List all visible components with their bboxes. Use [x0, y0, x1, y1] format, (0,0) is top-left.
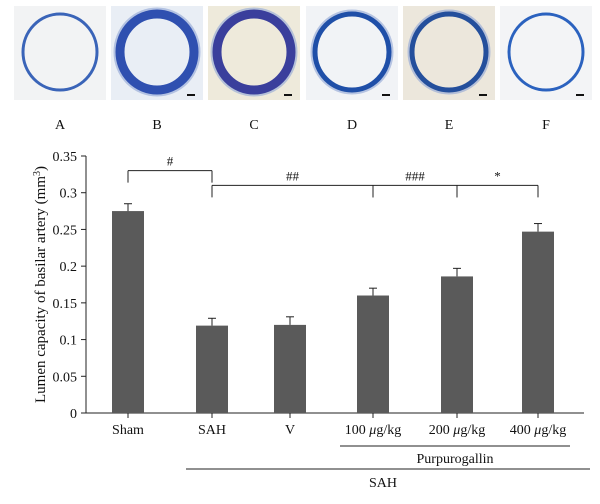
- histology-panel-b: [111, 6, 203, 100]
- y-tick-label: 0.2: [60, 260, 78, 275]
- panel-label-c: C: [249, 118, 259, 133]
- scale-bar: [576, 94, 584, 96]
- vessel-wall: [212, 9, 296, 95]
- significance-label: ###: [405, 168, 425, 183]
- x-tick-label: 100 μg/kg: [345, 423, 401, 438]
- significance-label: #: [167, 154, 174, 169]
- significance-label: ##: [286, 168, 300, 183]
- y-axis-label: Lumen capacity of basilar artery (mm3): [32, 166, 49, 403]
- sah-group-label: SAH: [369, 476, 397, 491]
- y-tick-label: 0.35: [53, 150, 78, 165]
- vessel-wall: [115, 9, 199, 95]
- x-tick-label: SAH: [198, 423, 226, 438]
- histology-panels: A B C D E F: [14, 6, 592, 133]
- vessel-wall: [312, 11, 392, 93]
- x-tick-label: V: [285, 423, 295, 438]
- panel-background: [306, 6, 398, 100]
- y-tick-label: 0.1: [60, 334, 78, 349]
- purpurogallin-group-label: Purpurogallin: [417, 452, 494, 467]
- x-tick-label: Sham: [112, 423, 144, 438]
- vessel-wall: [21, 12, 99, 92]
- scale-bar: [382, 94, 390, 96]
- y-tick-label: 0: [70, 407, 77, 422]
- bar: [357, 295, 389, 413]
- bar: [441, 276, 473, 413]
- panel-label-b: B: [152, 118, 162, 133]
- x-tick-label: 400 μg/kg: [510, 423, 566, 438]
- vessel-wall: [507, 12, 585, 92]
- histology-panel-a: [14, 6, 106, 100]
- scale-bar: [284, 94, 292, 96]
- y-tick-label: 0.25: [53, 223, 78, 238]
- panel-background: [403, 6, 495, 100]
- scale-bar: [479, 94, 487, 96]
- scale-bar: [187, 94, 195, 96]
- panel-label-a: A: [54, 118, 66, 133]
- x-tick-label: 200 μg/kg: [429, 423, 485, 438]
- bar-chart: 0 0.05 0.1 0.15 0.2 0.25 0.3 0.35 Lumen capacity…: [32, 150, 590, 491]
- bar: [196, 325, 228, 413]
- panel-background: [14, 6, 106, 100]
- bar: [274, 324, 306, 413]
- panel-label-f: F: [542, 118, 550, 133]
- panel-label-d: D: [346, 118, 358, 133]
- vessel-wall: [409, 11, 489, 93]
- bar: [112, 211, 144, 413]
- histology-panel-f: [500, 6, 592, 100]
- y-tick-label: 0.15: [53, 297, 78, 312]
- significance-label: *: [494, 168, 501, 183]
- bar: [522, 231, 554, 413]
- histology-panel-e: [403, 6, 495, 100]
- y-tick-label: 0.05: [53, 370, 78, 385]
- panel-background: [500, 6, 592, 100]
- histology-panel-c: [208, 6, 300, 100]
- panel-label-e: E: [444, 118, 454, 133]
- histology-panel-d: [306, 6, 398, 100]
- y-tick-label: 0.3: [60, 187, 78, 202]
